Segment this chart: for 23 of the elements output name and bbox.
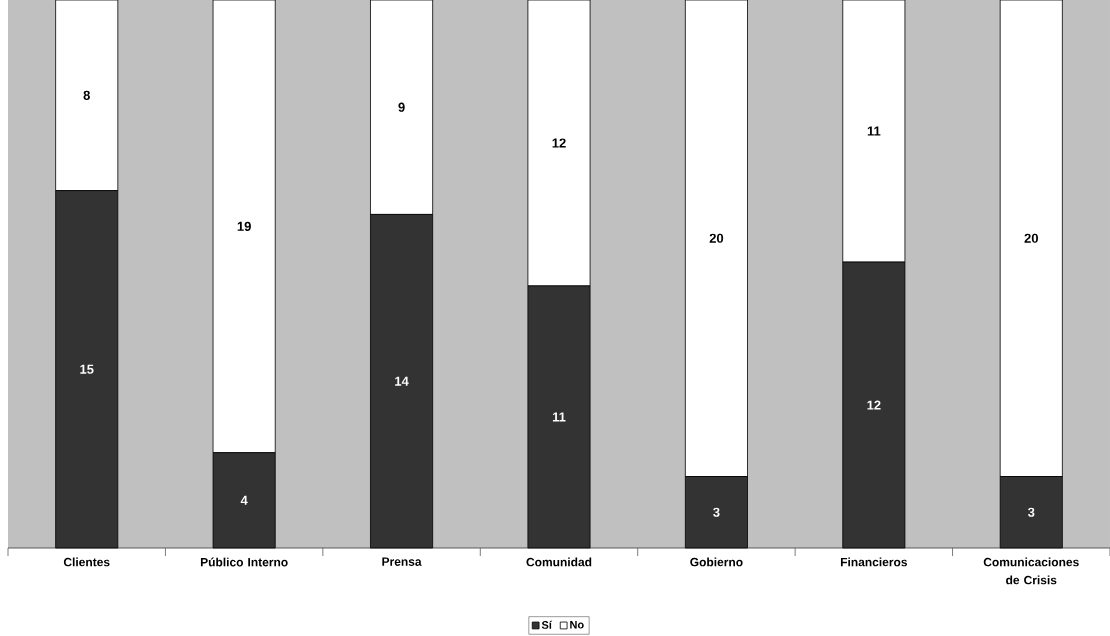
data-label: 20: [709, 233, 724, 243]
x-tick-label: Comunicaciones de Crisis: [983, 557, 1079, 585]
data-label: 11: [867, 126, 881, 136]
data-label: 14: [395, 376, 409, 386]
data-label: 12: [867, 400, 881, 410]
x-tick-label: Gobierno: [690, 557, 743, 567]
data-label: 4: [240, 495, 248, 505]
data-label: 19: [237, 221, 251, 231]
x-tick-label: Comunidad: [526, 557, 592, 567]
data-label: 3: [1027, 507, 1035, 517]
data-label: 8: [83, 90, 90, 100]
x-tick-label: Financieros: [840, 557, 908, 567]
data-label: 3: [713, 507, 720, 517]
data-label: 20: [1024, 233, 1038, 243]
data-label: 15: [80, 364, 94, 374]
x-tick-label: Prensa: [382, 557, 422, 566]
data-label: 9: [398, 102, 405, 112]
x-tick-label: Público Interno: [200, 557, 288, 567]
data-label: 12: [552, 138, 566, 148]
legend-label: No: [570, 620, 584, 629]
data-label: 11: [552, 412, 566, 422]
x-tick-label: Clientes: [63, 557, 110, 567]
legend-label: Sí: [541, 620, 553, 629]
